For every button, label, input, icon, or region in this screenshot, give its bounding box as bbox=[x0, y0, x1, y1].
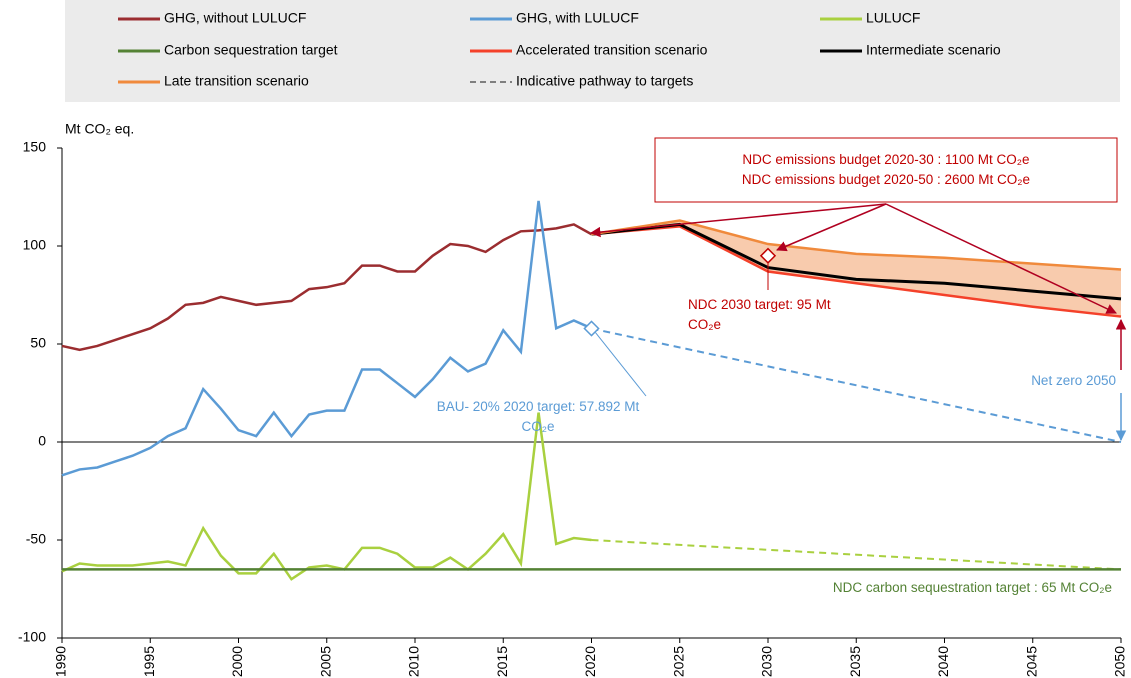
x-tick-label: 2010 bbox=[406, 646, 422, 677]
annotation-line: CO₂e bbox=[522, 419, 555, 434]
legend-label: Intermediate scenario bbox=[866, 42, 1001, 58]
annotation-leader bbox=[595, 332, 647, 397]
annotation-line: NDC emissions budget 2020-30 : 1100 Mt C… bbox=[742, 152, 1029, 167]
x-tick-label: 2040 bbox=[935, 646, 951, 677]
series-line bbox=[591, 225, 1122, 318]
annotation: BAU- 20% 2020 target: 57.892 Mt CO₂e bbox=[437, 399, 640, 434]
scenario-range bbox=[591, 220, 1121, 317]
x-tick-label: 2005 bbox=[317, 646, 333, 677]
series-line bbox=[591, 219, 1122, 271]
annotation-line: CO₂e bbox=[688, 317, 721, 332]
annotation-arrow bbox=[885, 203, 1117, 314]
annotation-arrow bbox=[776, 203, 887, 252]
y-axis-label: Mt CO₂ eq. bbox=[65, 121, 134, 137]
x-tick-label: 1990 bbox=[53, 646, 69, 677]
y-tick-label: 150 bbox=[23, 139, 47, 155]
x-tick-label: 2050 bbox=[1112, 646, 1128, 677]
series-line bbox=[61, 200, 593, 477]
y-tick-label: -100 bbox=[18, 629, 46, 645]
annotation: NDC 2030 target: 95 Mt CO₂e bbox=[688, 297, 831, 332]
target-marker bbox=[759, 247, 777, 264]
annotation-line: NDC 2030 target: 95 Mt bbox=[688, 297, 831, 312]
annotation: Net zero 2050 bbox=[1031, 373, 1116, 388]
x-tick-label: 2000 bbox=[229, 646, 245, 677]
annotation-line: NDC carbon sequestration target : 65 Mt … bbox=[833, 580, 1112, 595]
legend-background bbox=[65, 0, 1120, 102]
x-tick-label: 1995 bbox=[141, 646, 157, 677]
legend-label: Indicative pathway to targets bbox=[516, 73, 693, 89]
annotation: NDC carbon sequestration target : 65 Mt … bbox=[833, 580, 1112, 595]
y-tick-label: 50 bbox=[30, 335, 46, 351]
y-tick-label: -50 bbox=[26, 531, 46, 547]
x-tick-label: 2045 bbox=[1023, 646, 1039, 677]
legend-label: GHG, with LULUCF bbox=[516, 10, 639, 26]
annotation-box bbox=[654, 137, 1118, 203]
y-tick-label: 100 bbox=[23, 237, 47, 253]
annotation-line: BAU- 20% 2020 target: 57.892 Mt bbox=[437, 399, 640, 414]
x-tick-label: 2030 bbox=[759, 646, 775, 677]
x-tick-label: 2035 bbox=[847, 646, 863, 677]
pathway-line bbox=[591, 539, 1122, 571]
legend-label: Late transition scenario bbox=[164, 73, 309, 89]
target-marker bbox=[583, 320, 600, 337]
legend-label: GHG, without LULUCF bbox=[164, 10, 306, 26]
pathway-line bbox=[591, 327, 1122, 443]
annotation-arrow bbox=[589, 203, 887, 238]
series-line bbox=[61, 412, 592, 581]
legend-label: Carbon sequestration target bbox=[164, 42, 338, 58]
series-line bbox=[61, 223, 593, 352]
x-tick-label: 2020 bbox=[582, 646, 598, 677]
y-tick-label: 0 bbox=[38, 433, 46, 449]
x-tick-label: 2015 bbox=[494, 646, 510, 677]
annotation-line: NDC emissions budget 2020-50 : 2600 Mt C… bbox=[742, 172, 1030, 187]
legend-label: LULUCF bbox=[866, 10, 920, 26]
legend-label: Accelerated transition scenario bbox=[516, 42, 708, 58]
annotation-line: Net zero 2050 bbox=[1031, 373, 1116, 388]
x-tick-label: 2025 bbox=[670, 646, 686, 677]
annotation: NDC emissions budget 2020-30 : 1100 Mt C… bbox=[742, 152, 1030, 187]
